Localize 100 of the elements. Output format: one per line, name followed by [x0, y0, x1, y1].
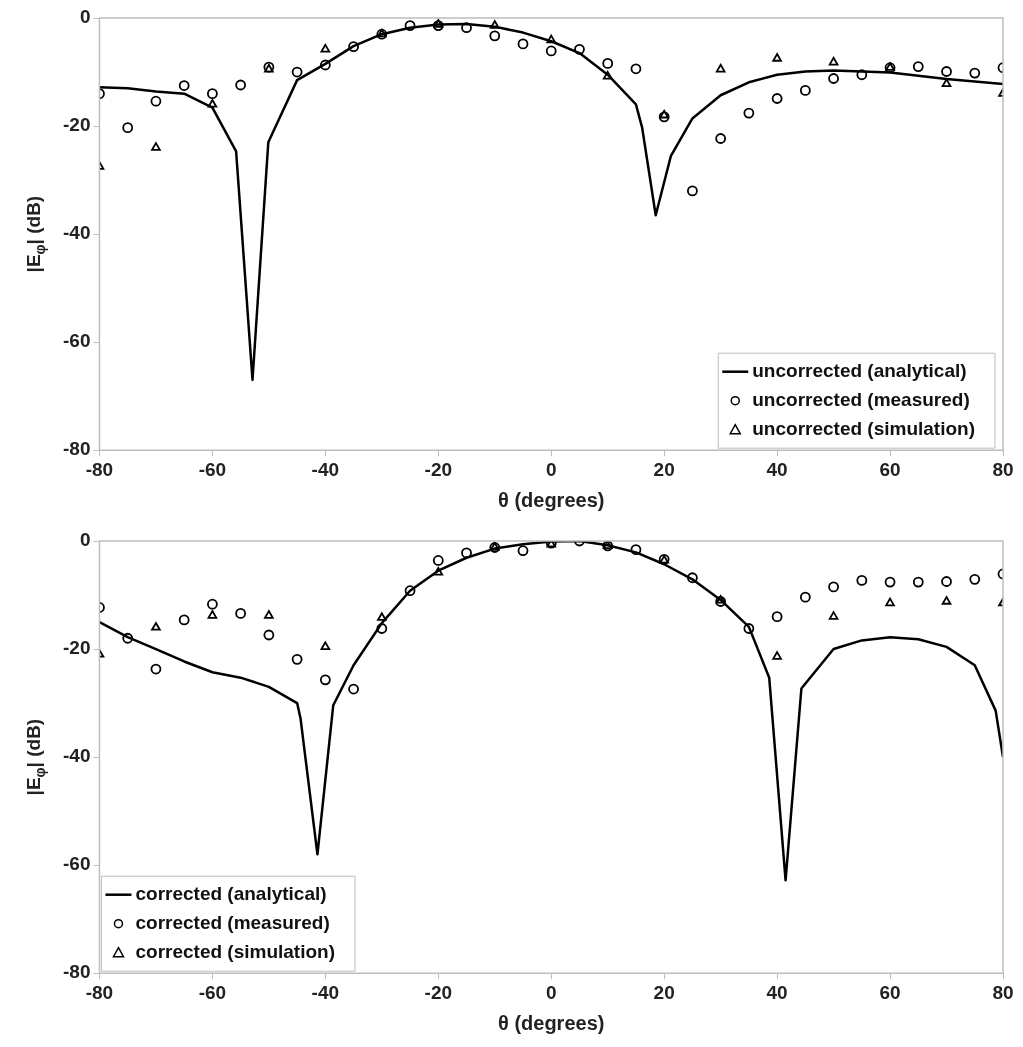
point — [517, 545, 529, 557]
x-tick-label: -60 — [198, 458, 227, 480]
x-tick-label: 20 — [653, 981, 675, 1003]
x-tick-label: 60 — [879, 981, 901, 1003]
point — [207, 610, 218, 619]
point — [941, 78, 952, 88]
point — [291, 66, 303, 78]
point — [574, 43, 585, 55]
point — [771, 93, 783, 104]
point — [178, 80, 190, 91]
point — [150, 95, 162, 107]
x-axis-title: θ (degrees) — [498, 1011, 605, 1034]
point — [264, 610, 274, 619]
x-tick-label: 0 — [545, 458, 557, 480]
y-tick-label: -80 — [62, 961, 91, 983]
legend-label: corrected (measured) — [135, 911, 330, 933]
point — [828, 73, 839, 84]
point — [291, 653, 303, 665]
point — [602, 57, 614, 69]
point — [235, 79, 247, 91]
point — [207, 88, 218, 100]
legend-label: uncorrected (measured) — [752, 388, 970, 410]
point — [687, 185, 698, 197]
point — [404, 20, 416, 31]
y-tick-label: -20 — [62, 114, 91, 136]
y-axis-title: |Eφ| (dB) — [23, 718, 48, 796]
point — [122, 632, 134, 644]
point — [912, 576, 924, 588]
point — [151, 142, 161, 151]
point — [630, 544, 642, 556]
point — [856, 575, 868, 586]
point — [545, 45, 557, 57]
point — [461, 547, 472, 559]
point — [377, 612, 387, 621]
point — [319, 674, 331, 686]
point — [885, 597, 895, 607]
y-tick-label: 0 — [79, 529, 91, 551]
y-tick-label: -60 — [62, 330, 91, 352]
point — [546, 34, 557, 44]
point — [461, 22, 472, 34]
point — [715, 133, 727, 144]
point — [912, 61, 924, 73]
point — [602, 70, 613, 80]
x-tick-label: 80 — [992, 981, 1014, 1003]
x-tick-label: 80 — [992, 458, 1014, 480]
x-tick-label: -20 — [424, 981, 453, 1003]
point — [263, 629, 275, 641]
legend-label: corrected (analytical) — [135, 882, 327, 904]
point — [856, 69, 868, 81]
legend-label: uncorrected (simulation) — [752, 417, 975, 439]
legend-label: uncorrected (analytical) — [752, 359, 967, 381]
point — [348, 41, 359, 53]
x-tick-label: 40 — [766, 458, 788, 480]
point — [941, 576, 952, 587]
x-tick-label: 0 — [545, 981, 557, 1003]
point — [150, 663, 162, 675]
point — [659, 109, 669, 119]
point — [432, 555, 444, 566]
point — [319, 59, 331, 71]
point — [799, 591, 811, 603]
point — [828, 56, 839, 66]
point — [941, 596, 952, 605]
point — [715, 63, 726, 73]
point — [828, 611, 839, 620]
x-axis-title: θ (degrees) — [498, 488, 605, 511]
y-tick-label: -60 — [62, 853, 91, 875]
point — [207, 99, 218, 108]
point — [772, 651, 782, 660]
point — [517, 38, 529, 50]
point — [404, 585, 416, 597]
point — [178, 614, 190, 626]
point — [771, 611, 783, 623]
x-tick-label: -60 — [198, 981, 227, 1003]
point — [489, 30, 501, 42]
point — [772, 53, 782, 62]
y-tick-label: -40 — [62, 745, 91, 767]
point — [743, 623, 755, 634]
point — [884, 576, 896, 588]
point — [122, 122, 134, 134]
point — [489, 20, 500, 29]
x-tick-label: -20 — [424, 458, 453, 480]
y-tick-label: -40 — [62, 222, 91, 244]
point — [969, 67, 981, 79]
point — [320, 43, 331, 53]
x-tick-label: 20 — [653, 458, 675, 480]
point — [630, 63, 642, 75]
point — [799, 84, 811, 96]
point — [320, 641, 331, 651]
point — [348, 683, 359, 695]
point — [941, 66, 952, 77]
point — [235, 607, 247, 619]
point — [207, 598, 218, 610]
y-tick-label: -20 — [62, 637, 91, 659]
x-tick-label: -40 — [311, 458, 340, 480]
point — [151, 622, 161, 631]
x-tick-label: 60 — [879, 458, 901, 480]
point — [828, 581, 839, 593]
point — [433, 566, 444, 576]
x-tick-label: -40 — [311, 981, 340, 1003]
point — [687, 572, 698, 584]
